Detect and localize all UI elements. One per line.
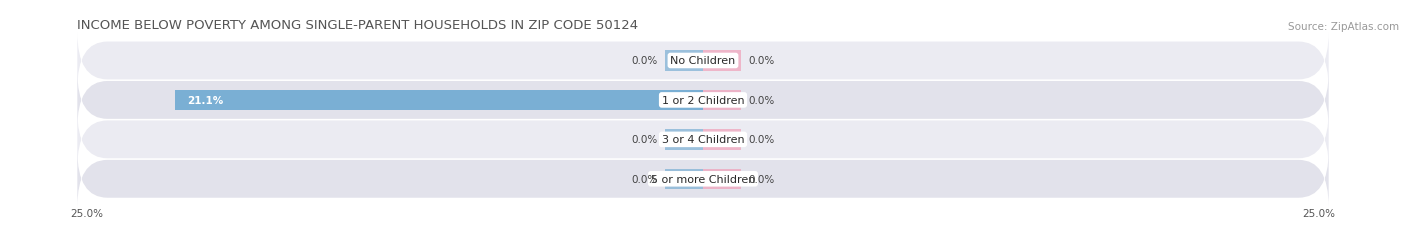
Bar xyxy=(665,130,703,150)
FancyBboxPatch shape xyxy=(77,33,1329,89)
Text: 0.0%: 0.0% xyxy=(631,56,658,66)
Text: 0.0%: 0.0% xyxy=(748,174,775,184)
Bar xyxy=(703,130,741,150)
Legend: Single Father, Single Mother: Single Father, Single Mother xyxy=(603,229,803,231)
FancyBboxPatch shape xyxy=(77,72,1329,129)
FancyBboxPatch shape xyxy=(77,151,1329,207)
Bar xyxy=(703,169,741,189)
Text: 0.0%: 0.0% xyxy=(748,135,775,145)
Text: 25.0%: 25.0% xyxy=(1303,208,1336,218)
Text: 25.0%: 25.0% xyxy=(70,208,103,218)
Bar xyxy=(665,51,703,71)
Bar xyxy=(665,169,703,189)
Text: 1 or 2 Children: 1 or 2 Children xyxy=(662,95,744,106)
Text: 0.0%: 0.0% xyxy=(748,95,775,106)
Text: No Children: No Children xyxy=(671,56,735,66)
Text: 0.0%: 0.0% xyxy=(748,56,775,66)
Bar xyxy=(174,90,703,111)
Text: 5 or more Children: 5 or more Children xyxy=(651,174,755,184)
Text: INCOME BELOW POVERTY AMONG SINGLE-PARENT HOUSEHOLDS IN ZIP CODE 50124: INCOME BELOW POVERTY AMONG SINGLE-PARENT… xyxy=(77,19,638,32)
Text: Source: ZipAtlas.com: Source: ZipAtlas.com xyxy=(1288,22,1399,32)
FancyBboxPatch shape xyxy=(77,112,1329,168)
Bar xyxy=(703,90,741,111)
Bar xyxy=(703,51,741,71)
Text: 3 or 4 Children: 3 or 4 Children xyxy=(662,135,744,145)
Text: 0.0%: 0.0% xyxy=(631,135,658,145)
Text: 21.1%: 21.1% xyxy=(187,95,224,106)
Text: 0.0%: 0.0% xyxy=(631,174,658,184)
